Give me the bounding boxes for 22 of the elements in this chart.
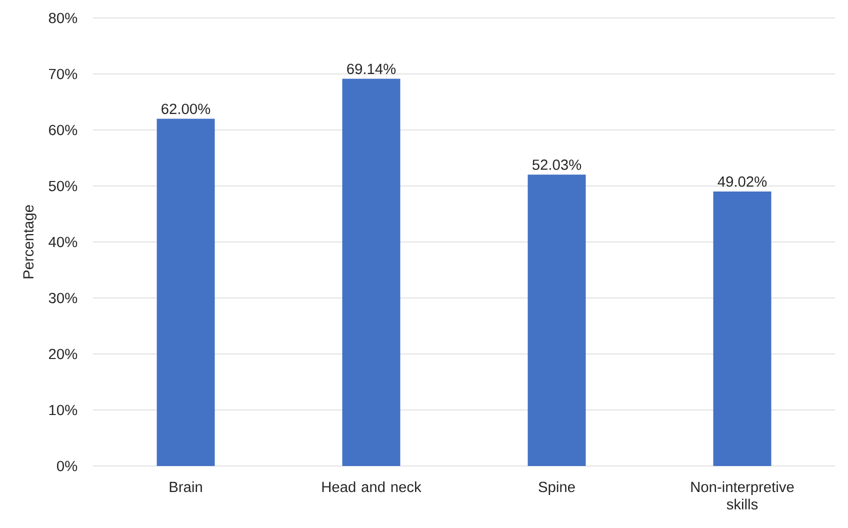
- y-tick-label: 20%: [49, 348, 78, 360]
- data-label: 62.00%: [162, 104, 210, 114]
- y-tick-label: 50%: [48, 180, 78, 192]
- y-tick-label: 80%: [48, 12, 78, 24]
- y-tick-label: 70%: [49, 68, 78, 80]
- y-tick-label: 40%: [48, 236, 78, 248]
- y-axis-title: Percentage: [23, 205, 36, 278]
- bar: [342, 78, 400, 466]
- bar: [528, 174, 586, 466]
- y-tick-label: 10%: [49, 404, 78, 416]
- data-label: 49.02%: [718, 176, 767, 187]
- data-label: 52.03%: [532, 160, 582, 170]
- data-label: 69.14%: [347, 64, 396, 74]
- x-tick-label: Head and neck: [322, 481, 422, 492]
- x-tick-label: Spine: [538, 481, 575, 496]
- bar: [156, 118, 215, 466]
- bar: [713, 191, 772, 466]
- x-tick-label: Brain: [170, 481, 202, 492]
- y-tick-label: 0%: [56, 460, 78, 472]
- y-tick-label: 30%: [48, 292, 78, 304]
- x-tick-label: Non-interpretive skills: [691, 481, 794, 510]
- y-tick-label: 60%: [49, 124, 78, 136]
